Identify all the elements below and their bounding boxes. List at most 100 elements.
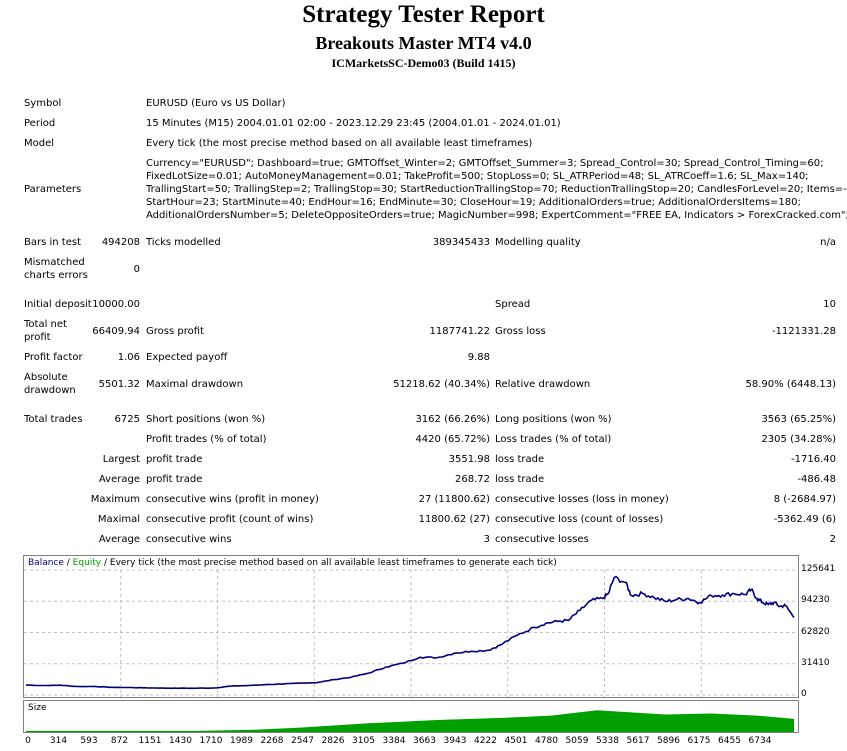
profit-trades-value: 4420 (65.72%) [415, 434, 490, 445]
max-losses-label: consecutive losses (loss in money) [495, 494, 669, 505]
legend-description: / Every tick (the most precise method ba… [101, 558, 557, 568]
avg-losses-label: consecutive losses [495, 534, 589, 545]
x-tick-label: 5338 [596, 736, 619, 746]
x-tick-label: 6175 [687, 736, 711, 746]
trades-label: Total trades [24, 414, 83, 425]
avg-wins-value: 3 [483, 534, 490, 545]
ticks-label: Ticks modelled [146, 237, 221, 248]
max-dd-label: Maximal drawdown [146, 379, 244, 390]
abs-dd-label-2: drawdown [24, 385, 76, 396]
x-tick-label: 2268 [260, 736, 284, 746]
legend-separator: / [63, 558, 73, 568]
spread-label: Spread [495, 299, 531, 310]
quality-label: Modelling quality [495, 237, 581, 248]
parameters-line: FixedLotSize=0.01; AutoMoneyManagement=0… [146, 171, 809, 182]
average-profit-label: profit trade [146, 474, 203, 485]
model-value: Every tick (the most precise method base… [146, 138, 533, 149]
bars-value: 494208 [101, 237, 140, 248]
x-tick-label: 1710 [199, 736, 223, 746]
model-label: Model [24, 138, 55, 149]
average-loss-value: -486.48 [797, 474, 836, 485]
report-title: Strategy Tester Report [302, 1, 545, 28]
payoff-value: 9.88 [467, 352, 490, 363]
parameters-line: Currency="EURUSD"; Dashboard=true; GMTOf… [146, 158, 824, 169]
legend-equity: Equity [72, 558, 102, 568]
legend-balance: Balance [28, 558, 64, 568]
x-tick-label: 3943 [443, 736, 467, 746]
maximum-label: Maximum [90, 494, 140, 505]
pf-value: 1.06 [117, 352, 140, 363]
x-tick-label: 6455 [718, 736, 741, 746]
avg-label: Average [98, 534, 140, 545]
pf-label: Profit factor [24, 352, 83, 363]
size-label: Size [28, 703, 47, 713]
loss-trades-value: 2305 (34.28%) [761, 434, 836, 445]
x-tick-label: 5617 [626, 736, 650, 746]
size-chart: Size [23, 700, 799, 733]
mismatch-label-2: charts errors [24, 270, 88, 281]
x-tick-label: 2826 [321, 736, 345, 746]
rel-dd-value: 58.90% (6448.13) [745, 379, 836, 390]
max-losses-value: 8 (-2684.97) [773, 494, 836, 505]
x-tick-label: 314 [49, 736, 68, 746]
mismatch-value: 0 [133, 264, 140, 275]
balance-chart: Balance / Equity / Every tick (the most … [23, 555, 799, 698]
y-tick-label: 94230 [801, 595, 830, 606]
expert-name: Breakouts Master MT4 v4.0 [315, 33, 532, 53]
maximal-label: Maximal [97, 514, 140, 525]
x-tick-label: 5896 [657, 736, 680, 746]
size-plot [26, 710, 794, 732]
spread-value: 10 [823, 299, 836, 310]
x-tick-label: 593 [80, 736, 98, 746]
long-label: Long positions (won %) [495, 414, 612, 425]
x-tick-label: 1430 [169, 736, 192, 746]
x-tick-label: 872 [110, 736, 129, 746]
x-tick-label: 1151 [138, 736, 162, 746]
profit-trades-label: Profit trades (% of total) [146, 434, 267, 445]
y-tick-label: 62820 [801, 626, 830, 637]
parameters-label: Parameters [24, 184, 82, 195]
ticks-value: 389345433 [432, 237, 490, 248]
parameters-line: TrallingStart=50; TrallingStep=2; Tralli… [146, 184, 847, 195]
balance-plot [24, 569, 798, 697]
deposit-label: Initial deposit [24, 299, 92, 310]
abs-dd-label-1: Absolute [24, 372, 68, 383]
net-label-2: profit [24, 332, 51, 343]
long-value: 3563 (65.25%) [761, 414, 836, 425]
symbol-value: EURUSD (Euro vs US Dollar) [146, 98, 286, 109]
max-dd-value: 51218.62 (40.34%) [393, 379, 490, 390]
largest-profit-value: 3551.98 [448, 454, 490, 465]
gross-loss-value: -1121331.28 [771, 326, 836, 337]
maximal-loss-value: -5362.49 (6) [773, 514, 836, 525]
period-label: Period [24, 118, 56, 129]
x-tick-label: 2547 [291, 736, 314, 746]
short-label: Short positions (won %) [146, 414, 266, 425]
x-tick-label: 3384 [382, 736, 406, 746]
x-tick-label: 4501 [504, 736, 528, 746]
balance-line [26, 575, 795, 690]
x-tick-label: 6734 [748, 736, 772, 746]
maximal-profit-label: consecutive profit (count of wins) [146, 514, 314, 525]
avg-losses-value: 2 [829, 534, 836, 545]
max-wins-value: 27 (11800.62) [418, 494, 490, 505]
x-tick-label: 3105 [352, 736, 375, 746]
y-tick-label: 31410 [801, 657, 830, 668]
maximal-profit-value: 11800.62 (27) [418, 514, 490, 525]
parameters-line: AdditionalOrdersNumber=5; DeleteOpposite… [146, 210, 847, 221]
x-tick-label: 5059 [565, 736, 589, 746]
largest-loss-label: loss trade [495, 454, 545, 465]
chart-legend: Balance / Equity / Every tick (the most … [28, 558, 557, 568]
largest-loss-value: -1716.40 [791, 454, 836, 465]
y-tick-label: 125641 [801, 564, 836, 574]
size-area [26, 710, 794, 732]
deposit-value: 10000.00 [92, 299, 140, 310]
y-tick-label: 0 [801, 689, 807, 699]
trades-value: 6725 [114, 414, 140, 425]
x-tick-label: 0 [25, 736, 31, 746]
average-loss-label: loss trade [495, 474, 545, 485]
payoff-label: Expected payoff [146, 352, 228, 363]
net-label-1: Total net [24, 319, 67, 330]
max-wins-label: consecutive wins (profit in money) [146, 494, 319, 505]
symbol-label: Symbol [24, 98, 62, 109]
largest-label: Largest [102, 454, 140, 465]
